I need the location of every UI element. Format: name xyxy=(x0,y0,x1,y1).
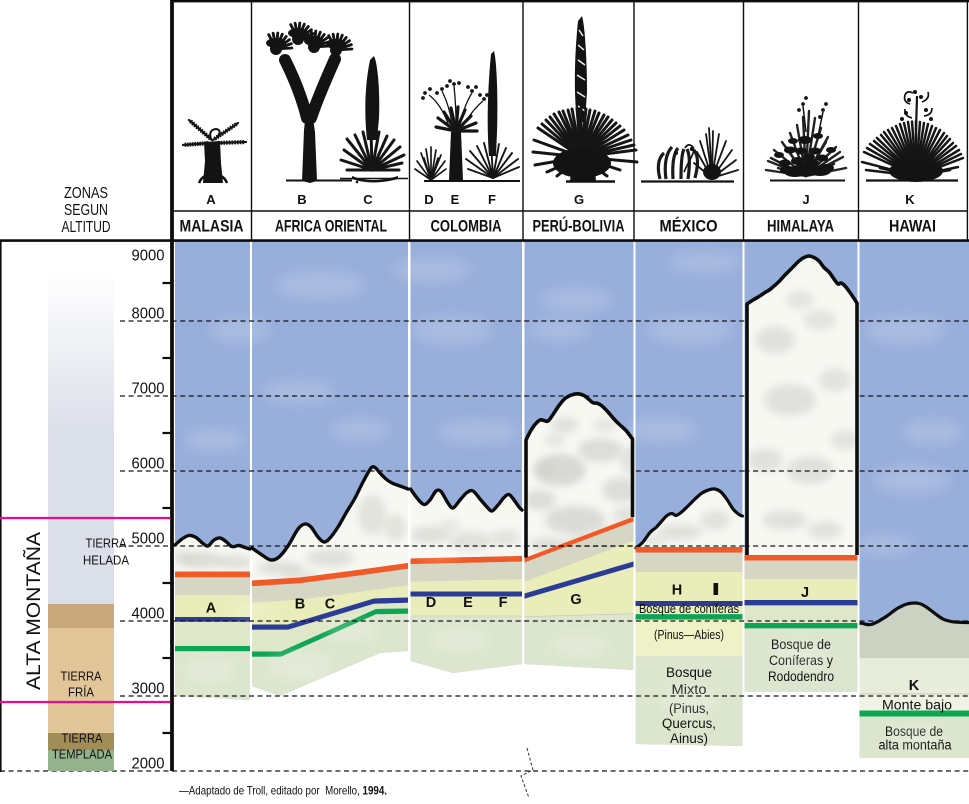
svg-text:F: F xyxy=(499,595,508,611)
svg-text:AFRICA ORIENTAL: AFRICA ORIENTAL xyxy=(275,217,387,236)
svg-text:—Adaptado de Troll, editado po: —Adaptado de Troll, editado por Morello,… xyxy=(179,784,387,798)
svg-text:9000: 9000 xyxy=(132,248,165,265)
svg-text:MALASIA: MALASIA xyxy=(180,217,244,236)
svg-text:A: A xyxy=(206,192,216,207)
svg-text:HIMALAYA: HIMALAYA xyxy=(767,217,834,236)
svg-text:HAWAI: HAWAI xyxy=(889,217,936,236)
svg-text:TEMPLADA: TEMPLADA xyxy=(52,748,113,762)
svg-text:COLOMBIA: COLOMBIA xyxy=(431,217,502,236)
svg-text:2000: 2000 xyxy=(132,756,165,773)
svg-text:TIERRA: TIERRA xyxy=(62,732,104,746)
svg-text:E: E xyxy=(451,192,460,207)
svg-text:H: H xyxy=(672,583,682,599)
svg-text:8000: 8000 xyxy=(132,306,165,323)
svg-text:J: J xyxy=(801,585,809,601)
svg-text:E: E xyxy=(463,595,473,611)
svg-text:G: G xyxy=(574,192,584,207)
svg-text:ALTA MONTAÑA: ALTA MONTAÑA xyxy=(21,532,45,690)
svg-text:C: C xyxy=(363,192,373,207)
svg-text:HELADA: HELADA xyxy=(83,554,130,568)
svg-text:Bosque de coníferas: Bosque de coníferas xyxy=(639,601,739,616)
svg-text:G: G xyxy=(570,592,581,608)
svg-text:7000: 7000 xyxy=(132,381,165,398)
svg-text:MÉXICO: MÉXICO xyxy=(660,217,718,236)
svg-text:K: K xyxy=(905,192,915,207)
svg-text:C: C xyxy=(325,597,336,613)
svg-text:PERÚ-BOLIVIA: PERÚ-BOLIVIA xyxy=(533,217,625,236)
svg-text:Monte bajo: Monte bajo xyxy=(882,698,952,713)
svg-text:B: B xyxy=(295,597,305,613)
svg-text:(Pinus—Abies): (Pinus—Abies) xyxy=(654,627,724,642)
svg-text:K: K xyxy=(909,678,920,694)
svg-text:D: D xyxy=(424,192,433,207)
svg-text:Ainus): Ainus) xyxy=(670,731,708,746)
svg-text:ALTITUD: ALTITUD xyxy=(62,219,111,236)
svg-text:TIERRA: TIERRA xyxy=(61,670,103,684)
svg-text:TIERRA: TIERRA xyxy=(86,537,128,551)
svg-text:J: J xyxy=(802,192,809,207)
svg-text:3000: 3000 xyxy=(132,681,165,698)
svg-text:Rododendro: Rododendro xyxy=(768,669,834,684)
svg-text:A: A xyxy=(206,601,217,617)
svg-text:F: F xyxy=(488,192,496,207)
svg-text:ZONAS: ZONAS xyxy=(64,185,108,202)
svg-text:B: B xyxy=(297,192,306,207)
svg-text:D: D xyxy=(426,595,436,611)
svg-text:Bosque: Bosque xyxy=(666,665,712,680)
svg-text:FRÍA: FRÍA xyxy=(68,685,95,700)
svg-text:SEGUN: SEGUN xyxy=(64,202,108,219)
svg-text:5000: 5000 xyxy=(132,531,165,548)
svg-text:6000: 6000 xyxy=(132,456,165,473)
svg-text:4000: 4000 xyxy=(132,606,165,623)
svg-text:Quercus,: Quercus, xyxy=(662,716,716,731)
